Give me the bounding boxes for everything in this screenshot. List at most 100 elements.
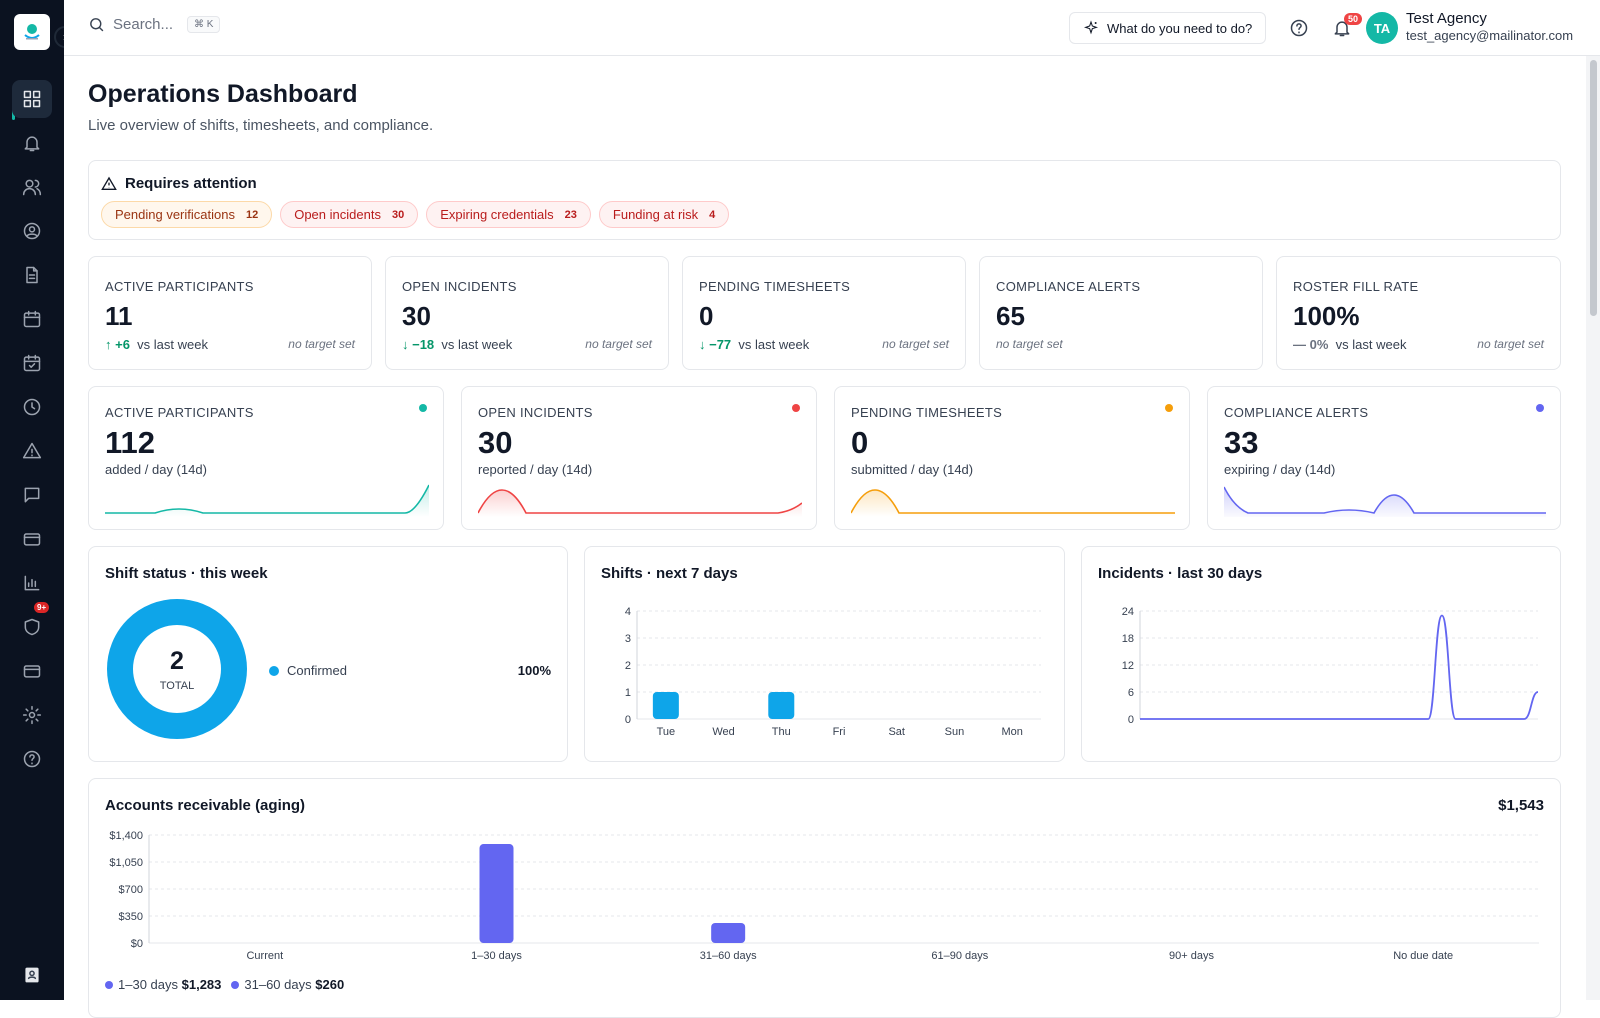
sparkline-active-participants — [105, 484, 429, 517]
x-tick-label: Current — [246, 950, 283, 962]
sparkline-pending-timesheets — [851, 489, 1175, 517]
kpi-card-open-incidents[interactable]: OPEN INCIDENTS 30 ↓ −18 vs last week no … — [385, 256, 669, 370]
pill-expiring-credentials[interactable]: Expiring credentials 23 — [426, 201, 591, 228]
nav-document-icon[interactable] — [12, 256, 52, 294]
nav-users-icon[interactable] — [12, 168, 52, 206]
kpi-value: 30 — [402, 301, 431, 331]
y-tick-label: $700 — [119, 884, 143, 896]
avatar[interactable]: TA — [1366, 12, 1398, 44]
bar-31-60-days — [711, 922, 746, 943]
ask-assistant-button[interactable]: What do you need to do? — [1069, 12, 1267, 44]
spark-card-active-participants[interactable]: ACTIVE PARTICIPANTS 112 added / day (14d… — [88, 386, 444, 530]
kpi-delta-value: ↓ −77 — [699, 337, 732, 352]
spark-card-pending-timesheets[interactable]: PENDING TIMESHEETS 0 submitted / day (14… — [834, 386, 1190, 530]
user-menu[interactable]: Test Agency test_agency@mailinator.com — [1406, 10, 1573, 44]
kpi-delta-value: ↓ −18 — [402, 337, 435, 352]
sparkline-compliance-alerts — [1224, 486, 1546, 517]
pill-count: 30 — [391, 208, 405, 221]
ar-bar-chart: $0 $350 $700 $1,050 $1,400 Current 1–30 days 31… — [109, 830, 1539, 962]
y-tick-label: 0 — [625, 714, 631, 726]
pill-open-incidents[interactable]: Open incidents 30 — [280, 201, 419, 228]
legend-amount: $260 — [315, 977, 345, 992]
y-tick-label: 3 — [625, 633, 631, 645]
kpi-delta-text: vs last week — [738, 337, 810, 352]
agency-logo[interactable] — [14, 14, 50, 50]
nav-clock-icon[interactable] — [12, 388, 52, 426]
kpi-delta: — 0% vs last week — [1293, 337, 1406, 352]
kpi-delta: ↓ −18 vs last week — [402, 337, 512, 352]
spark-sub: reported / day (14d) — [478, 462, 593, 477]
notifications-badge: 50 — [1344, 13, 1363, 25]
nav-calendar-icon[interactable] — [12, 300, 52, 338]
help-icon[interactable] — [1287, 16, 1311, 40]
nav-message-icon[interactable] — [12, 476, 52, 514]
bar-1-30-days — [479, 844, 514, 943]
x-tick-label: Tue — [657, 726, 676, 737]
kpi-card-roster-fill-rate[interactable]: ROSTER FILL RATE 100% — 0% vs last week … — [1276, 256, 1561, 370]
legend-swatch — [269, 665, 279, 676]
kpi-card-active-participants[interactable]: ACTIVE PARTICIPANTS 11 ↑ +6 vs last week… — [88, 256, 372, 370]
pill-count: 12 — [245, 208, 259, 221]
y-tick-label: 1 — [625, 687, 631, 699]
ar-legend: 1–30 days $1,283 31–60 days $260 — [105, 977, 344, 992]
nav-warning-icon[interactable] — [12, 432, 52, 470]
nav-bar-chart-icon[interactable] — [12, 564, 52, 602]
pill-label: Pending verifications — [115, 207, 235, 222]
sparkline-open-incidents — [478, 489, 802, 517]
spark-card-compliance-alerts[interactable]: COMPLIANCE ALERTS 33 expiring / day (14d… — [1207, 386, 1561, 530]
chart-title: Incidents · last 30 days — [1098, 565, 1263, 582]
page-title: Operations Dashboard — [88, 80, 358, 108]
incidents-line-chart: 0 6 12 18 24 — [1122, 606, 1539, 726]
nav-user-circle-icon[interactable] — [12, 212, 52, 250]
y-tick-label: 0 — [1128, 714, 1134, 726]
spark-value: 0 — [851, 425, 869, 460]
nav-help-icon[interactable] — [12, 740, 52, 778]
profile-card-icon[interactable] — [12, 960, 52, 990]
kpi-card-pending-timesheets[interactable]: PENDING TIMESHEETS 0 ↓ −77 vs last week … — [682, 256, 966, 370]
y-tick-label: $1,400 — [109, 830, 143, 842]
x-tick-label: 90+ days — [1169, 950, 1214, 962]
kpi-delta-value: — 0% — [1293, 337, 1329, 352]
nav-shield-icon[interactable]: 9+ — [12, 602, 52, 646]
kpi-value: 65 — [996, 301, 1025, 331]
kpi-value: 0 — [699, 301, 714, 331]
kpi-value: 100% — [1293, 301, 1360, 331]
pill-pending-verifications[interactable]: Pending verifications 12 — [101, 201, 273, 228]
y-tick-label: 6 — [1128, 687, 1134, 699]
y-tick-label: 18 — [1122, 633, 1134, 645]
nav-card-icon[interactable] — [12, 520, 52, 558]
kpi-label: COMPLIANCE ALERTS — [996, 279, 1141, 294]
spark-label: COMPLIANCE ALERTS — [1224, 405, 1369, 420]
legend-percent: 100% — [517, 663, 551, 678]
kpi-card-compliance-alerts[interactable]: COMPLIANCE ALERTS 65 no target set — [979, 256, 1263, 370]
x-tick-label: Sat — [888, 726, 905, 737]
chart-title: Shift status · this week — [105, 565, 268, 582]
kpi-label: OPEN INCIDENTS — [402, 279, 517, 294]
spark-card-open-incidents[interactable]: OPEN INCIDENTS 30 reported / day (14d) — [461, 386, 817, 530]
nav-gear-icon[interactable] — [12, 696, 52, 734]
nav-wallet-icon[interactable] — [12, 652, 52, 690]
kpi-target: no target set — [882, 337, 949, 351]
scrollbar-thumb[interactable] — [1590, 60, 1597, 316]
legend-label: 31–60 days — [244, 977, 312, 992]
search-box[interactable]: Search... ⌘ K — [88, 16, 221, 33]
ar-total: $1,543 — [1498, 797, 1544, 814]
x-tick-label: No due date — [1393, 950, 1453, 962]
y-tick-label: $0 — [131, 938, 143, 950]
nav-bell-icon[interactable] — [12, 124, 52, 162]
x-tick-label: 1–30 days — [471, 950, 522, 962]
y-tick-label: 2 — [625, 660, 631, 672]
kpi-delta-value: ↑ +6 — [105, 337, 130, 352]
chart-title: Accounts receivable (aging) — [105, 797, 306, 814]
kpi-label: ACTIVE PARTICIPANTS — [105, 279, 254, 294]
nav-dashboard-icon[interactable] — [12, 80, 52, 118]
series-dot — [792, 404, 800, 412]
accounts-receivable-card: Accounts receivable (aging) $1,543 $0 $35… — [88, 778, 1561, 1018]
notifications-bell-icon[interactable]: 50 — [1330, 13, 1363, 40]
sidebar: › 9+ — [0, 0, 76, 1000]
y-tick-label: 24 — [1122, 606, 1134, 618]
kpi-delta-text: vs last week — [1335, 337, 1407, 352]
x-tick-label: Fri — [833, 726, 846, 737]
nav-calendar-check-icon[interactable] — [12, 344, 52, 382]
pill-funding-at-risk[interactable]: Funding at risk 4 — [598, 201, 730, 228]
